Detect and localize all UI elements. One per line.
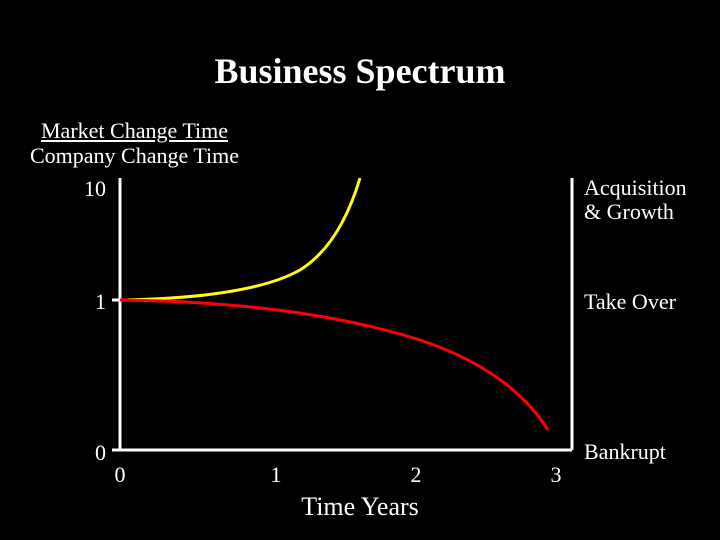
series-decline	[120, 300, 548, 430]
series-growth	[120, 178, 360, 300]
chart-svg	[0, 0, 720, 540]
slide: Business Spectrum Market Change Time Com…	[0, 0, 720, 540]
